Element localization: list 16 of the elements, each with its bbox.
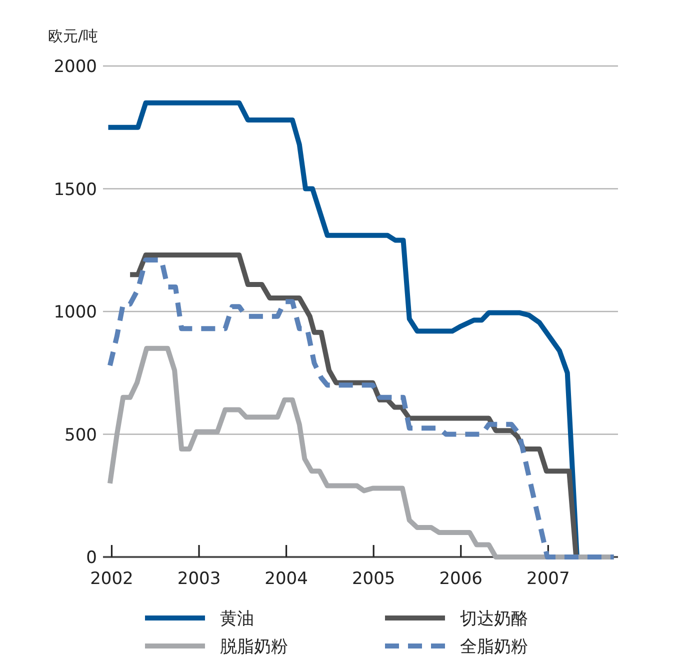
y-tick-label: 500 <box>64 425 97 446</box>
y-tick-label: 1500 <box>54 180 97 200</box>
x-tick-label: 2003 <box>177 569 221 589</box>
y-axis-title: 欧元/吨 <box>48 27 98 45</box>
x-tick-label: 2006 <box>439 569 483 589</box>
y-tick-label: 1000 <box>54 302 97 322</box>
y-tick-label: 2000 <box>54 57 97 77</box>
legend-label: 切达奶酪 <box>460 609 528 629</box>
y-tick-label: 0 <box>86 548 97 568</box>
legend-label: 脱脂奶粉 <box>220 637 288 657</box>
legend-label: 全脂奶粉 <box>460 637 528 657</box>
legend-label: 黄油 <box>220 609 254 629</box>
x-tick-label: 2005 <box>352 569 396 589</box>
x-tick-label: 2007 <box>526 569 570 589</box>
x-tick-label: 2004 <box>264 569 308 589</box>
x-tick-label: 2002 <box>90 569 134 589</box>
